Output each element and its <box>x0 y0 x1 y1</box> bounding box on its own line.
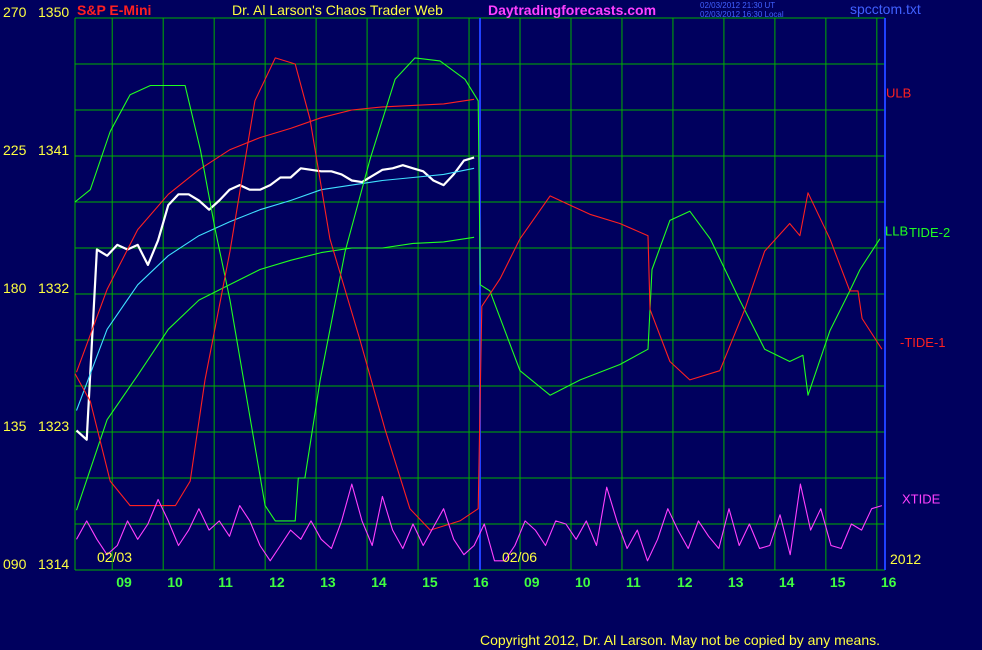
date-label: 02/06 <box>502 549 537 565</box>
series-line <box>75 167 475 411</box>
x-tick-label: 14 <box>779 574 795 590</box>
y-tick-label: 1314 <box>38 556 69 572</box>
series-label: -TIDE-1 <box>900 335 946 350</box>
series-label: ULB <box>886 85 911 100</box>
x-tick-label: 10 <box>167 574 183 590</box>
copyright: Copyright 2012, Dr. Al Larson. May not b… <box>480 632 880 648</box>
series-line <box>75 156 475 441</box>
plot <box>74 57 883 562</box>
site-name: Daytradingforecasts.com <box>488 2 656 18</box>
series-line <box>75 236 475 511</box>
x-tick-label: 12 <box>677 574 693 590</box>
series-label: TIDE-2 <box>909 225 950 240</box>
x-tick-label: 16 <box>473 574 489 590</box>
x-tick-label: 15 <box>830 574 846 590</box>
x-tick-label: 09 <box>524 574 540 590</box>
timestamp: 02/03/2012 21:30 UT <box>700 1 775 10</box>
chart-subtitle: Dr. Al Larson's Chaos Trader Web <box>232 2 443 18</box>
x-tick-label: 11 <box>626 574 641 590</box>
y2-tick-label: 180 <box>3 280 27 296</box>
timestamp: 02/03/2012 16:30 Local <box>700 10 784 19</box>
x-tick-label: 13 <box>728 574 744 590</box>
y2-tick-label: 270 <box>3 4 27 20</box>
y2-tick-label: 135 <box>3 418 27 434</box>
y-tick-label: 1350 <box>38 4 69 20</box>
x-tick-label: 15 <box>422 574 438 590</box>
chart-title: S&P E-Mini <box>77 2 151 18</box>
x-tick-label: 10 <box>575 574 591 590</box>
year-label: 2012 <box>890 551 921 567</box>
y-tick-label: 1341 <box>38 142 69 158</box>
x-tick-label: 14 <box>371 574 387 590</box>
series-label: LLB <box>885 223 908 238</box>
series-line <box>76 483 883 562</box>
series-line <box>74 57 881 522</box>
series-line <box>75 98 475 373</box>
series-label: XTIDE <box>902 492 941 507</box>
y-tick-label: 1323 <box>38 418 69 434</box>
x-tick-label: 13 <box>320 574 336 590</box>
file-name: spcctom.txt <box>850 1 921 17</box>
date-label: 02/03 <box>97 549 132 565</box>
x-tick-label: 12 <box>269 574 285 590</box>
x-tick-label: 16 <box>881 574 897 590</box>
y-tick-label: 1332 <box>38 280 69 296</box>
x-tick-label: 09 <box>116 574 132 590</box>
series-line <box>74 57 883 531</box>
y2-tick-label: 225 <box>3 142 27 158</box>
x-tick-label: 11 <box>218 574 233 590</box>
y2-tick-label: 090 <box>3 556 27 572</box>
